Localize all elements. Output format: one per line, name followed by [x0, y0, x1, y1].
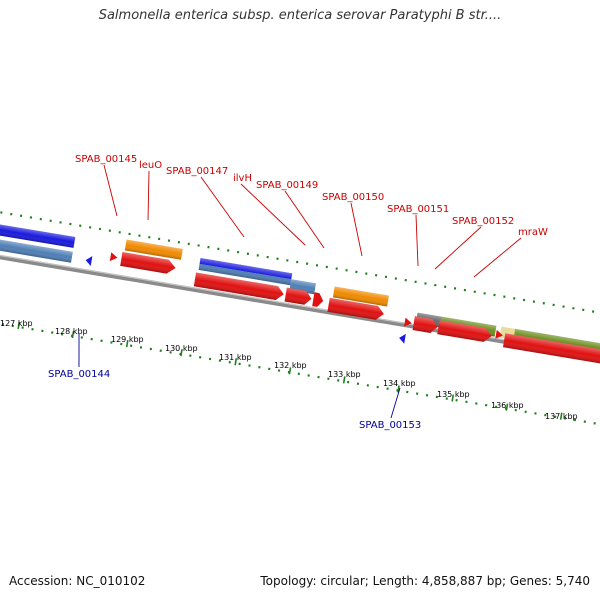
label-ilvh[interactable]: ilvH	[233, 173, 252, 184]
gene-bar-reverse-blue[interactable]	[0, 219, 76, 248]
reverse-leader-lines	[78, 334, 401, 419]
cds-arrow-spab-00145[interactable]	[120, 252, 177, 275]
tick-label-127: 127 kbp	[0, 319, 33, 328]
cds-arrow-small-1[interactable]	[109, 252, 118, 262]
cds-arrow-small-2[interactable]	[312, 292, 324, 307]
gene-bar-spab-00150[interactable]	[332, 286, 389, 307]
tick-label-129: 129 kbp	[111, 335, 144, 344]
map-title: Salmonella enterica subsp. enterica sero…	[98, 8, 502, 23]
label-spab-00145[interactable]: SPAB_00145	[75, 154, 137, 165]
tick-label-134: 134 kbp	[383, 379, 416, 388]
cds-arrow-ilvh[interactable]	[284, 287, 313, 306]
backbone	[0, 248, 600, 369]
cds-arrow-spab-00152[interactable]	[437, 320, 493, 343]
tick-label-137: 137 kbp	[545, 412, 578, 421]
label-spab-00153[interactable]: SPAB_00153	[359, 420, 421, 431]
gc-skew-lower	[0, 318, 600, 430]
cds-arrow-spab-00147[interactable]	[193, 272, 285, 301]
tick-label-133: 133 kbp	[328, 370, 361, 379]
tick-label-130: 130 kbp	[165, 344, 198, 353]
tick-label-135: 135 kbp	[437, 390, 470, 399]
forward-leader-lines	[103, 164, 522, 278]
cds-arrow-mraw[interactable]	[503, 333, 600, 369]
label-spab-00147[interactable]: SPAB_00147	[166, 166, 228, 177]
cds-arrow-small-4[interactable]	[495, 329, 503, 340]
genome-stats-text: Topology: circular; Length: 4,858,887 bp…	[260, 574, 590, 588]
gene-bar-spab-00147[interactable]	[198, 258, 293, 286]
gene-bar-reverse-steel[interactable]	[0, 234, 73, 263]
label-spab-00150[interactable]: SPAB_00150	[322, 192, 384, 203]
cds-arrow-small-3[interactable]	[404, 317, 412, 328]
label-spab-00144[interactable]: SPAB_00144	[48, 369, 110, 380]
label-spab-00152[interactable]: SPAB_00152	[452, 216, 514, 227]
gene-bar-spab-00145[interactable]	[124, 239, 183, 260]
cds-arrow-spab-00150[interactable]	[327, 297, 385, 321]
cds-arrow-spab-00153[interactable]	[398, 333, 406, 344]
tick-label-132: 132 kbp	[274, 361, 307, 370]
accession-text: Accession: NC_010102	[9, 574, 146, 588]
tick-label-136: 136 kbp	[491, 401, 524, 410]
tick-label-128: 128 kbp	[55, 327, 88, 336]
cds-arrow-spab-00144[interactable]	[85, 255, 93, 266]
gc-skew-upper	[0, 209, 600, 321]
label-leuo[interactable]: leuO	[139, 160, 162, 171]
label-spab-00151[interactable]: SPAB_00151	[387, 204, 449, 215]
label-mraw[interactable]: mraW	[518, 227, 548, 238]
scale-ticks	[17, 321, 563, 420]
label-spab-00149[interactable]: SPAB_00149	[256, 180, 318, 191]
cds-arrow-spab-00151[interactable]	[412, 316, 439, 334]
tick-label-131: 131 kbp	[219, 353, 252, 362]
